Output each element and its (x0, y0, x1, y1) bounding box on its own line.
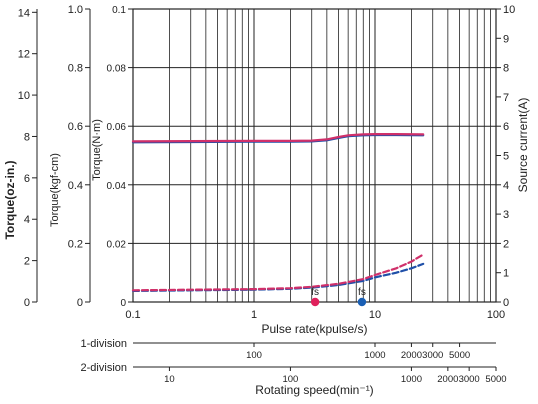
oz-in-axis-tick-label: 8 (24, 131, 30, 143)
current-axis-title: Source current(A) (516, 98, 530, 193)
kgf-cm-axis-tick-label: 0 (77, 297, 83, 309)
speed-tick-label: 3000 (459, 374, 480, 385)
speed-scale-label: 2-division (81, 362, 127, 374)
fs-marker-label: fs (311, 287, 319, 298)
axes: 0246810121400.20.40.60.81.000.020.040.06… (18, 4, 516, 321)
current-axis-tick-label: 5 (503, 151, 509, 163)
oz-in-axis-tick-label: 10 (18, 90, 30, 102)
kgf-cm-axis-tick-label: 0.8 (68, 63, 83, 75)
speed-tick-label: 1000 (364, 350, 385, 361)
current-axis-tick-label: 3 (503, 209, 509, 221)
fs-marker-label: fs (358, 287, 366, 298)
nm-axis-tick-label: 0.02 (107, 239, 127, 250)
oz-in-axis-tick-label: 6 (24, 173, 30, 185)
speed-tick-label: 2000 (401, 350, 422, 361)
nm-axis-tick-label: 0.1 (112, 5, 126, 16)
nm-axis-tick-label: 0.08 (107, 64, 127, 75)
current-axis-tick-label: 1 (503, 268, 509, 280)
nm-axis-tick-label: 0.04 (107, 181, 127, 192)
current-axis-tick-label: 2 (503, 238, 509, 250)
current-axis-tick-label: 6 (503, 121, 509, 133)
kgf-cm-axis-tick-label: 0.4 (68, 180, 83, 192)
speed-scale-label: 1-division (81, 338, 127, 350)
kgf-cm-axis-tick-label: 0.6 (68, 121, 83, 133)
speed-tick-label: 10 (164, 374, 175, 385)
y-axis-title: Torque(N·m) (91, 119, 103, 181)
plot-grid (133, 9, 496, 302)
current-curve (131, 253, 425, 292)
y-axis-title: Torque(kgf-cm) (49, 153, 61, 227)
speed-tick-label: 100 (282, 374, 298, 385)
current-axis-tick-label: 9 (503, 33, 509, 45)
nm-axis-tick-label: 0.06 (107, 122, 127, 133)
x-tick-label: 1 (251, 309, 257, 321)
y-axis-title: Torque(oz-in.) (3, 160, 17, 239)
kgf-cm-axis-tick-label: 1.0 (68, 4, 83, 16)
plot-frame (132, 8, 497, 303)
x-tick-label: 100 (487, 309, 505, 321)
current-axis-tick-label: 0 (503, 297, 509, 309)
oz-in-axis-tick-label: 0 (24, 297, 30, 309)
x-tick-label: 0.1 (125, 309, 140, 321)
oz-in-axis-tick-label: 2 (24, 256, 30, 268)
series-lines (131, 133, 425, 292)
speed-tick-label: 2000 (437, 374, 458, 385)
fs-markers: fs fs (310, 287, 367, 307)
axis-labels: Pulse rate(kpulse/s) Rotating speed(min⁻¹… (3, 98, 530, 397)
current-axis-tick-label: 4 (503, 180, 509, 192)
kgf-cm-axis-tick-label: 0.2 (68, 238, 83, 250)
speed-tick-label: 1000 (401, 374, 422, 385)
x-axis-title: Pulse rate(kpulse/s) (261, 322, 367, 336)
speed-axis-title: Rotating speed(min⁻¹) (255, 383, 373, 397)
current-axis-tick-label: 8 (503, 63, 509, 75)
speed-tick-label: 5000 (449, 350, 470, 361)
oz-in-axis-tick-label: 14 (18, 7, 30, 19)
speed-tick-label: 3000 (422, 350, 443, 361)
oz-in-axis-tick-label: 4 (24, 214, 30, 226)
x-tick-label: 10 (369, 309, 381, 321)
nm-axis-tick-label: 0 (120, 298, 126, 309)
speed-tick-label: 100 (246, 350, 262, 361)
current-axis-tick-label: 7 (503, 92, 509, 104)
speed-tick-label: 5000 (485, 374, 506, 385)
fs-marker-dot (357, 297, 367, 307)
oz-in-axis-tick-label: 12 (18, 49, 30, 61)
current-curve (131, 262, 425, 292)
fs-marker-dot (310, 297, 320, 307)
current-axis-tick-label: 10 (503, 4, 515, 16)
torque-curve (131, 133, 425, 143)
